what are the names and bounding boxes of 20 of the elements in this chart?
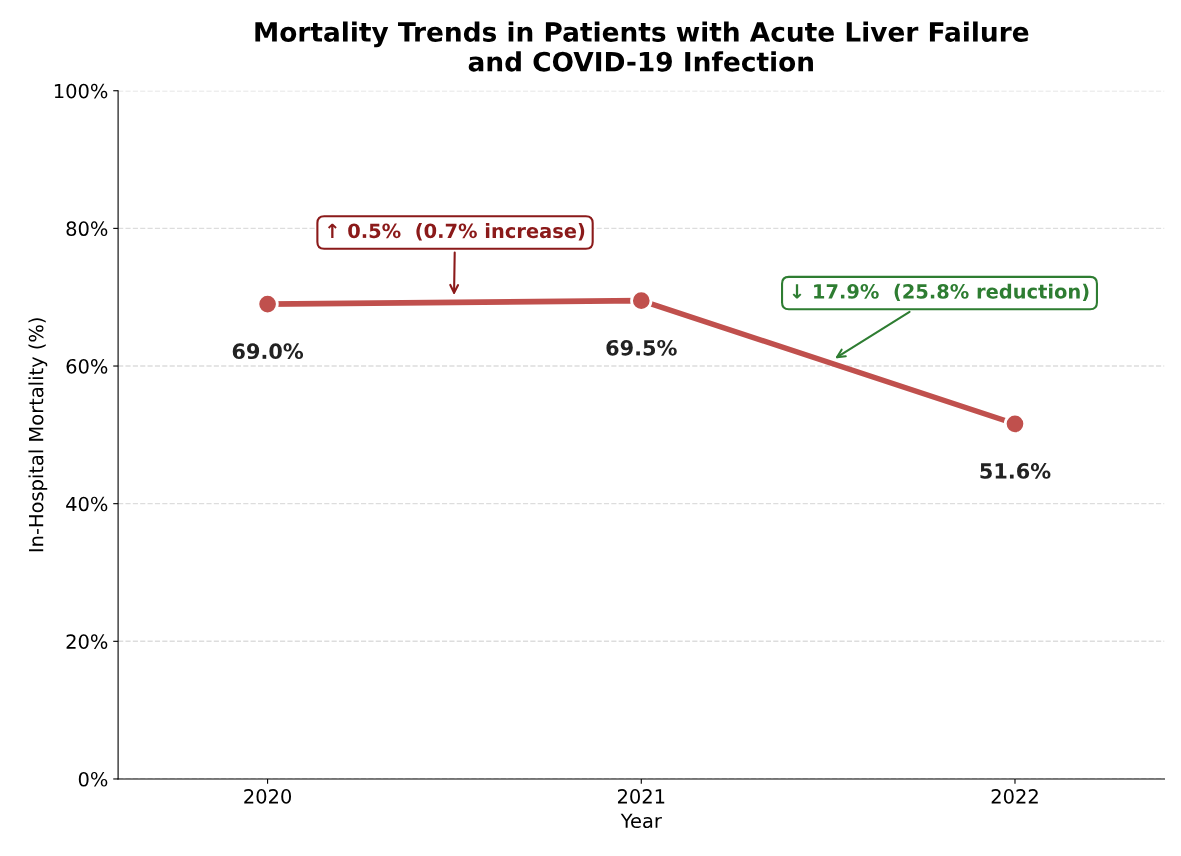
point: [256, 292, 279, 316]
data-label: 69.0%: [232, 343, 304, 360]
y-tick-label: 100%: [54, 83, 108, 99]
chart-title: Mortality Trends in Patients with Acute Liver Failure and COVID-19 Infection: [255, 21, 1029, 72]
x-axis-title: Year: [620, 813, 662, 829]
y-tick-label: 80%: [66, 221, 108, 237]
annotation: ↑ 0.5% (0.7% increase): [327, 223, 585, 241]
point: [1003, 412, 1027, 435]
x-tick-label: 2020: [244, 789, 292, 804]
y-tick-label: 20%: [66, 634, 108, 649]
x-tick-label: 2021: [617, 789, 665, 804]
data-label: 69.5%: [606, 339, 677, 356]
data-label: 51.6%: [980, 463, 1051, 479]
x-tick-label: 2022: [991, 789, 1038, 804]
y-tick-label: 60%: [66, 358, 108, 374]
point: [630, 289, 653, 312]
annotation: ↓ 17.9% (25.8% reduction): [792, 283, 1089, 301]
y-axis-title: In-Hospital Mortality (%): [28, 318, 48, 552]
y-tick-label: 40%: [66, 496, 108, 512]
y-tick-label: 0%: [78, 771, 108, 787]
